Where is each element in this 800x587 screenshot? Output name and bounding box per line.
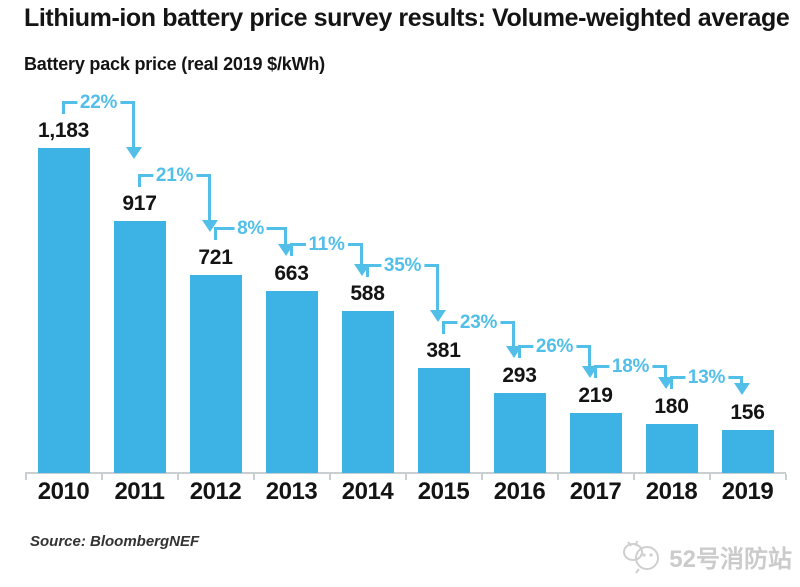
x-axis-label-2014: 2014 [341,478,394,505]
pct-connector-drop [588,345,591,369]
x-axis-label-2019: 2019 [721,478,774,505]
bar-value-label: 293 [502,363,537,387]
bar-2015 [417,368,470,473]
x-axis-label-2013: 2013 [265,478,318,505]
pct-connector-drop [208,173,211,224]
pct-decline-label: 26% [532,336,577,358]
bar-2010 [37,148,90,473]
axis-tick [709,474,711,480]
bar-value-label: 219 [578,383,613,407]
pct-connector-stub [670,376,673,390]
axis-tick [101,474,103,480]
axis-tick [481,474,483,480]
down-arrow-icon [581,365,598,378]
pct-decline-label: 22% [76,91,121,114]
pct-connector-stub [62,100,65,114]
axis-tick [253,474,255,480]
x-axis-label-2016: 2016 [493,478,546,505]
pct-connector-stub [518,345,521,358]
pct-decline-label: 23% [456,311,501,334]
bar-2019 [721,430,774,473]
pct-decline-label: 35% [380,254,425,277]
pct-connector-drop [360,243,363,268]
bar-2014 [341,311,394,473]
pct-connector-drop [436,263,439,314]
pct-connector-stub [442,320,445,334]
pct-decline-label: 8% [234,218,267,241]
source-credit: Source: BloombergNEF [30,533,200,550]
axis-tick [557,474,559,480]
axis-tick [405,474,407,480]
pct-connector-stub [290,243,293,257]
pct-decline-label: 13% [684,367,729,390]
pct-decline-label: 11% [305,234,348,257]
down-arrow-icon [505,345,522,358]
down-arrow-icon [429,310,446,323]
pct-connector-stub [214,227,217,241]
watermark: 52号消防站 [621,538,792,574]
x-axis-label-2012: 2012 [189,478,242,505]
pct-connector-stub [594,365,597,379]
pct-connector-drop [664,365,667,380]
bar-2018 [645,423,698,473]
bar-value-label: 381 [426,339,461,363]
x-axis-label-2018: 2018 [645,478,698,505]
bar-value-label: 917 [122,192,157,216]
pct-decline-label: 21% [152,164,197,187]
watermark-label: 52号消防站 [669,545,792,573]
x-axis-label-2011: 2011 [114,478,165,505]
chart-title: Lithium-ion battery price survey results… [24,4,790,32]
pct-connector-drop [512,320,515,349]
down-arrow-icon [277,243,294,256]
bar-chart-area: 1,183 2010 917 2011 721 2012 663 2013 588 2014 381… [25,91,787,505]
axis-tick [633,474,635,480]
bar-value-label: 663 [274,261,309,285]
down-arrow-icon [353,264,370,277]
bar-2016 [493,392,546,473]
pct-connector-drop [284,227,287,247]
x-axis-label-2010: 2010 [37,478,90,505]
down-arrow-icon [125,147,142,159]
bar-value-label: 156 [730,401,765,425]
bar-value-label: 180 [654,394,689,418]
x-axis-label-2015: 2015 [417,478,470,505]
axis-tick [25,474,27,480]
pct-connector-drop [132,100,135,150]
bar-2011 [113,221,166,473]
axis-tick [785,474,787,480]
doodle-mascot-icon [621,538,665,574]
down-arrow-icon [733,383,750,396]
bar-value-label: 588 [350,282,385,306]
pct-decline-label: 18% [608,356,653,379]
bar-2013 [265,290,318,473]
down-arrow-icon [657,376,674,389]
bar-2012 [189,274,242,473]
pct-connector-stub [366,263,369,277]
down-arrow-icon [201,220,218,233]
bar-2017 [569,412,622,473]
axis-tick [329,474,331,480]
axis-tick [177,474,179,480]
x-axis-label-2017: 2017 [569,478,622,505]
pct-connector-drop [740,376,743,387]
bar-value-label: 721 [198,245,233,269]
chart-axis-unit-label: Battery pack price (real 2019 $/kWh) [24,54,325,74]
bar-value-label: 1,183 [37,119,90,142]
x-axis-line [25,472,786,474]
pct-connector-stub [138,173,141,187]
